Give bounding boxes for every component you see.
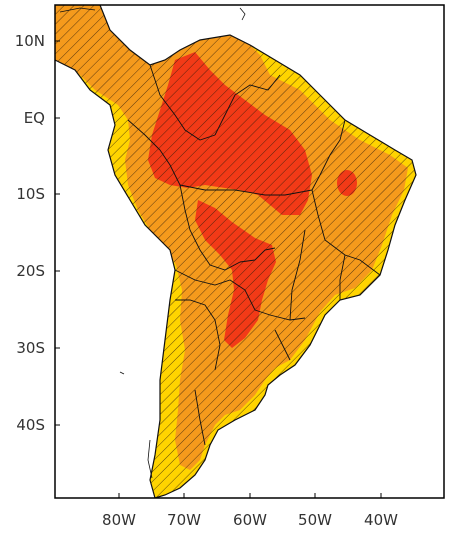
lat-label-10n: 10N <box>15 32 45 50</box>
lon-label-50w: 50W <box>298 511 332 529</box>
lat-label-30s: 30S <box>16 339 45 357</box>
lat-label-20s: 20S <box>16 262 45 280</box>
lon-label-70w: 70W <box>167 511 201 529</box>
lon-label-60w: 60W <box>233 511 267 529</box>
latitude-axis <box>55 40 60 426</box>
country-borders <box>127 64 381 446</box>
lat-label-40s: 40S <box>16 416 45 434</box>
lat-label-10s: 10S <box>16 185 45 203</box>
longitude-axis <box>118 493 382 498</box>
lon-label-40w: 40W <box>364 511 398 529</box>
lat-label-eq: EQ <box>24 109 45 127</box>
islands <box>59 7 246 479</box>
coastline <box>55 5 417 498</box>
lon-label-80w: 80W <box>102 511 136 529</box>
